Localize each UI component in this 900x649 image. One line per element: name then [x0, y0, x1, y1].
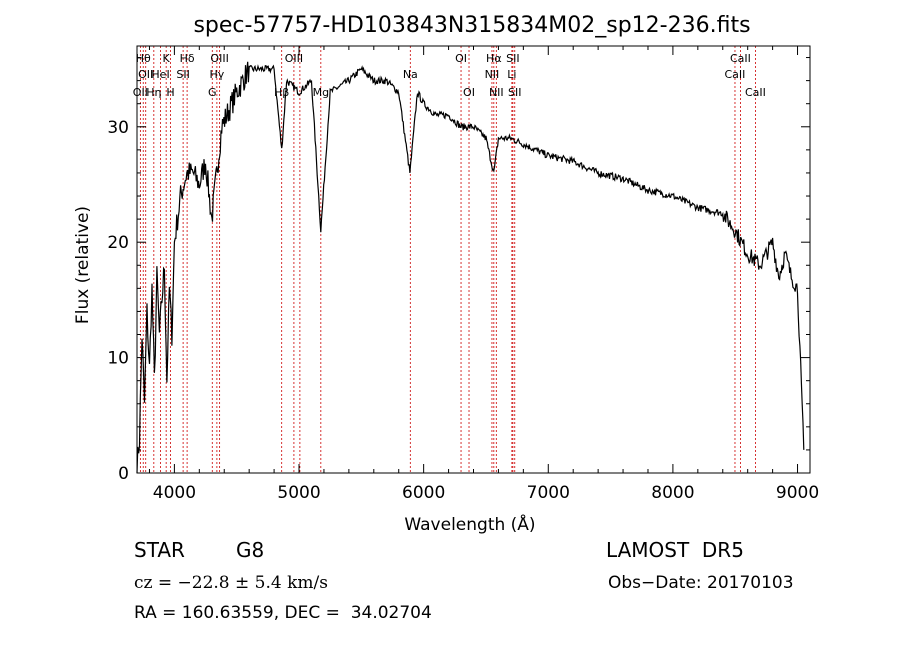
line-label-5: K	[163, 52, 171, 65]
line-label-24: SII	[508, 86, 521, 99]
x-axis: 4000 5000 6000 7000 8000 9000	[148, 46, 819, 503]
line-label-18: OI	[463, 86, 475, 99]
x-tick-label-4: 8000	[651, 483, 694, 503]
line-label-3: Hη	[146, 86, 161, 99]
y-axis: 0 10 20 30	[107, 57, 810, 484]
line-label-1: Hθ	[136, 52, 151, 65]
line-label-10: Hγ	[209, 68, 224, 81]
y-tick-label-0: 0	[118, 464, 129, 484]
x-tick-label-5: 9000	[776, 483, 819, 503]
line-label-7: SII	[176, 68, 189, 81]
y-tick-label-2: 20	[107, 233, 129, 253]
x-tick-label-1: 5000	[277, 483, 320, 503]
x-tick-label-3: 7000	[527, 483, 570, 503]
plot-frame	[136, 45, 811, 474]
chart-title: spec-57757-HD103843N315834M02_sp12-236.f…	[193, 13, 750, 38]
line-label-6: H	[166, 86, 174, 99]
line-label-21: NII	[489, 86, 504, 99]
coordinates: RA = 160.63559, DEC = 34.02704	[134, 603, 432, 623]
spectral-line-markers	[139, 46, 756, 473]
line-label-2: OII	[138, 68, 153, 81]
line-label-25: CaII	[725, 68, 746, 81]
line-label-15: Mg	[313, 86, 329, 99]
line-label-23: SII	[506, 52, 519, 65]
observation-date: Obs−Date: 20170103	[608, 573, 794, 593]
redshift-velocity: cz = −22.8 ± 5.4 km/s	[134, 573, 328, 593]
line-label-4: HeI	[151, 68, 169, 81]
object-subclass: G8	[236, 538, 265, 562]
line-label-19: NII	[485, 68, 500, 81]
x-tick-label-2: 6000	[402, 483, 445, 503]
spectral-line-labels: OIIHθOIIHηHeIKHSIIHδGHγOIIIHβOIIIMgNaOIO…	[133, 52, 766, 99]
line-label-27: CaII	[745, 86, 766, 99]
survey-release: LAMOST DR5	[606, 538, 744, 562]
line-label-11: OIII	[210, 52, 228, 65]
y-axis-label: Flux (relative)	[73, 206, 93, 324]
line-label-8: Hδ	[180, 52, 195, 65]
line-label-16: Na	[403, 68, 418, 81]
x-axis-label: Wavelength (Å)	[404, 513, 535, 535]
y-tick-label-1: 10	[107, 349, 129, 369]
x-tick-label-0: 4000	[153, 483, 196, 503]
spectrum-line	[136, 61, 805, 474]
y-tick-label-3: 30	[107, 118, 129, 138]
object-class: STAR	[134, 538, 185, 562]
line-label-13: OIII	[285, 52, 303, 65]
line-label-20: Hα	[486, 52, 502, 65]
line-label-22: Li	[507, 68, 516, 81]
line-label-26: CaII	[730, 52, 751, 65]
line-label-9: G	[208, 86, 217, 99]
line-label-17: OI	[455, 52, 467, 65]
